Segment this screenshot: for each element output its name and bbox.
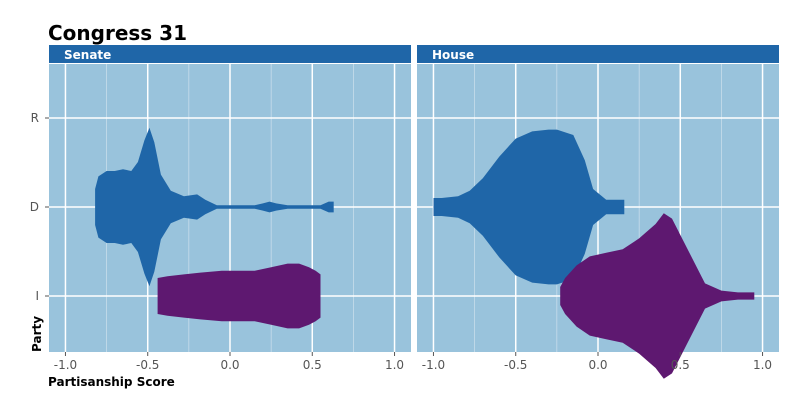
y-axis: R D I (30, 111, 49, 303)
x-tick-label: -0.5 (504, 358, 527, 372)
x-axis-label: Partisanship Score (48, 375, 175, 389)
x-tick-label: 0.5 (671, 358, 690, 372)
x-tick-label: 0.0 (588, 358, 607, 372)
x-tick-label: -0.5 (136, 358, 159, 372)
x-tick-label: -1.0 (54, 358, 77, 372)
violin-house-i (560, 213, 755, 379)
strip-label-senate: Senate (64, 48, 111, 62)
chart-title: Congress 31 (48, 21, 187, 45)
x-tick-label: 1.0 (385, 358, 404, 372)
strip-label-house: House (432, 48, 474, 62)
x-tick-label: 0.0 (220, 358, 239, 372)
y-tick-label: D (30, 200, 39, 214)
x-ticks-senate: -1.0 -0.5 0.0 0.5 1.0 (54, 352, 404, 372)
x-tick-label: -1.0 (422, 358, 445, 372)
panel-senate: Senate -1.0 -0.5 0.0 0.5 1.0 (49, 45, 411, 372)
strip-senate (49, 45, 411, 63)
y-tick-label: R (31, 111, 39, 125)
violin-house-d (433, 129, 625, 285)
violin-senate-d (95, 127, 334, 287)
panel-house: House -1.0 -0.5 0.0 0.5 1.0 (417, 45, 779, 379)
x-tick-label: 1.0 (753, 358, 772, 372)
y-axis-label: Party (30, 316, 44, 352)
panels: Senate -1.0 -0.5 0.0 0.5 1.0 House -1.0 -0.5 0.0 0… (49, 45, 779, 379)
violin-senate-i (157, 263, 321, 329)
strip-house (417, 45, 779, 63)
x-ticks-house: -1.0 -0.5 0.0 0.5 1.0 (422, 352, 772, 372)
x-tick-label: 0.5 (303, 358, 322, 372)
y-tick-label: I (35, 289, 39, 303)
